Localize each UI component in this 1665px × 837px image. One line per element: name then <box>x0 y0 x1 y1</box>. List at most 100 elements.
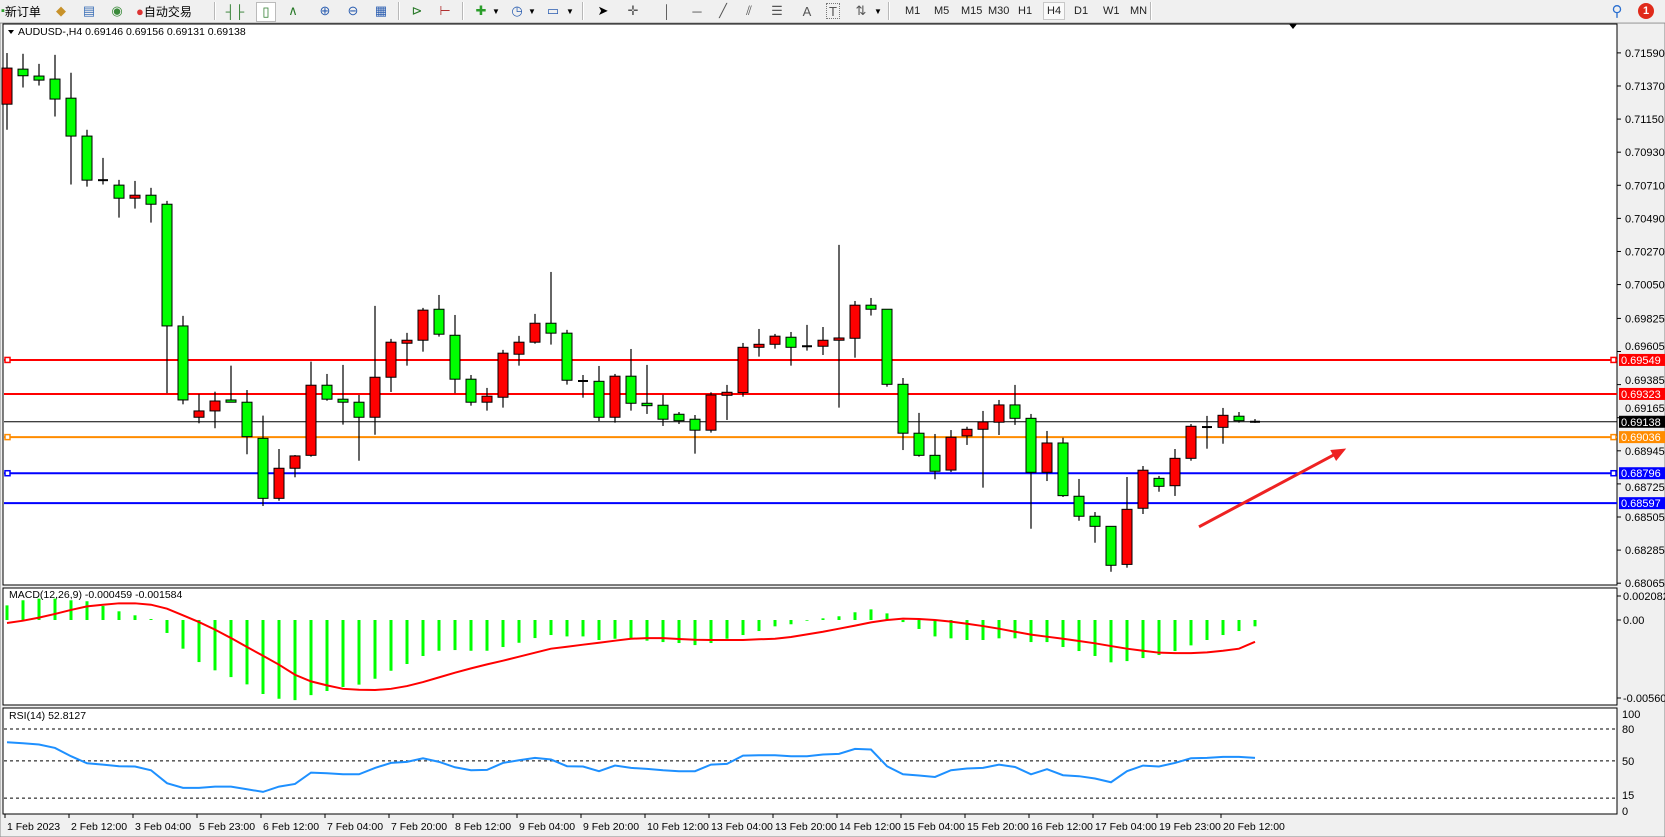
candle-bearish <box>17 68 29 77</box>
line-handle[interactable] <box>4 356 11 364</box>
new-order-label: 新订单 <box>4 4 41 19</box>
time-axis-label: 10 Feb 12:00 <box>647 821 709 833</box>
candle-bearish <box>113 184 125 199</box>
line-handle[interactable] <box>1610 356 1617 364</box>
crosshair-icon[interactable]: ✛ <box>627 3 639 18</box>
macd-panel[interactable] <box>2 587 1618 706</box>
arrow-annotation[interactable] <box>1198 451 1339 529</box>
candlestick-icon[interactable]: ▯ <box>256 2 276 22</box>
periods-icon[interactable]: ◷ <box>511 3 523 18</box>
timeframe-d1[interactable]: D1 <box>1074 5 1089 17</box>
periods-dropdown[interactable]: ▼ <box>528 6 536 16</box>
zoom-out-icon[interactable]: ⊖ <box>347 3 359 18</box>
templates-icon[interactable]: ▭ <box>546 3 560 18</box>
line-handle[interactable] <box>1610 433 1617 441</box>
indicators-dropdown[interactable]: ▼ <box>492 6 500 16</box>
collapse-triangle-icon[interactable] <box>8 30 14 34</box>
price-axis-label: 0.70270 <box>1625 246 1665 258</box>
metaeditor-icon[interactable]: ◆ <box>56 3 66 18</box>
line-handle[interactable] <box>1610 469 1617 477</box>
text-label-icon[interactable]: T <box>826 3 840 19</box>
rsi-axis-label: 15 <box>1622 790 1634 802</box>
candle-bullish <box>849 304 861 339</box>
price-tag <box>1619 431 1665 444</box>
indicators-icon[interactable]: ✚ <box>475 3 487 18</box>
horizontal-line-icon[interactable]: ─ <box>692 3 702 19</box>
rsi-label: RSI(14) 52.8127 <box>9 710 86 722</box>
candle-bearish <box>1153 477 1165 487</box>
candle-bullish <box>305 384 317 456</box>
macd-axis-label: 0.002082 <box>1623 591 1665 603</box>
auto-trading-button[interactable]: ● 自动交易 <box>136 2 192 20</box>
candle-bearish <box>913 432 925 456</box>
timeframe-m5[interactable]: M5 <box>934 5 950 17</box>
candle-bearish <box>145 194 157 205</box>
templates-dropdown[interactable]: ▼ <box>566 6 574 16</box>
timeframe-m1[interactable]: M1 <box>905 5 921 17</box>
new-order-button[interactable]: ▪ 新订单 <box>1 2 41 20</box>
navigator-icon[interactable]: ▤ <box>82 3 96 18</box>
line-handle[interactable] <box>4 469 11 477</box>
arrows-dropdown[interactable]: ▼ <box>874 6 882 16</box>
rsi-axis-label: 100 <box>1622 709 1640 721</box>
price-axis-label: 0.70930 <box>1625 147 1665 159</box>
price-axis-label: 0.68065 <box>1625 578 1665 590</box>
trendline-icon[interactable]: ╱ <box>719 3 727 18</box>
price-tag-label: 0.69036 <box>1621 432 1661 444</box>
candle-bearish <box>353 401 365 418</box>
candle-bearish <box>881 308 893 385</box>
search-icon[interactable]: ⚲ <box>1611 3 1623 20</box>
rsi-axis-label: 0 <box>1622 806 1628 818</box>
rsi-axis-label: 80 <box>1622 724 1634 736</box>
auto-scroll-icon[interactable]: ⊳ <box>411 3 423 18</box>
candle-bullish <box>385 341 397 378</box>
timeframe-mn[interactable]: MN <box>1130 5 1148 17</box>
candle-bearish <box>561 332 573 381</box>
candle-bearish <box>545 322 557 334</box>
time-axis-label: 8 Feb 12:00 <box>455 821 511 833</box>
tile-windows-icon[interactable]: ▦ <box>374 3 388 18</box>
notification-button[interactable]: 1 <box>1638 2 1654 20</box>
line-chart-icon[interactable]: ∧ <box>288 3 298 18</box>
candle-bearish <box>65 97 77 137</box>
candle-bearish <box>241 401 253 438</box>
new-order-icon: ▪ <box>1 5 5 17</box>
price-tag <box>1619 353 1665 366</box>
cursor-icon[interactable]: ➤ <box>597 3 609 18</box>
chart-window[interactable]: 0.71590 0.71370 0.71150 0.70930 0.70710 0.704… <box>0 23 1665 837</box>
timeframe-m15[interactable]: M15 <box>961 5 983 17</box>
vertical-line-icon[interactable]: │ <box>662 3 672 19</box>
timeframe-w1[interactable]: W1 <box>1103 5 1120 17</box>
arrows-icon[interactable]: ⇅ <box>855 3 867 18</box>
candle-bearish <box>161 203 173 327</box>
candle-bearish <box>657 404 669 420</box>
timeframe-h1[interactable]: H1 <box>1018 5 1033 17</box>
candle-bullish <box>609 375 621 418</box>
candle-bearish <box>897 383 909 434</box>
price-axis-label: 0.70710 <box>1625 180 1665 192</box>
price-axis-label: 0.71590 <box>1625 48 1665 60</box>
main-price-panel[interactable] <box>2 23 1618 586</box>
text-icon[interactable]: A <box>802 3 812 19</box>
price-axis-label: 0.69165 <box>1625 403 1665 415</box>
chart-shift-icon[interactable]: ⊢ <box>439 3 451 18</box>
zoom-in-icon[interactable]: ⊕ <box>319 3 331 18</box>
candle-bullish <box>497 352 509 398</box>
chart-shift-marker-icon[interactable] <box>1289 24 1297 29</box>
candle-bearish <box>625 375 637 404</box>
signals-icon[interactable]: ◉ <box>111 3 123 18</box>
rsi-line <box>6 741 1256 793</box>
equidistant-channel-icon[interactable]: ⫽ <box>746 3 752 18</box>
time-axis-label: 19 Feb 23:00 <box>1159 821 1221 833</box>
candle-bullish <box>1185 425 1197 459</box>
price-tag-label: 0.69323 <box>1621 389 1661 401</box>
price-tag <box>1619 387 1665 400</box>
fibonacci-icon[interactable]: ☰ <box>771 3 783 18</box>
candle-bearish <box>1073 495 1085 517</box>
timeframe-h4[interactable]: H4 <box>1043 2 1066 20</box>
time-axis-label: 17 Feb 04:00 <box>1095 821 1157 833</box>
bar-chart-icon[interactable]: ┤├ <box>225 3 245 19</box>
timeframe-m30[interactable]: M30 <box>988 5 1010 17</box>
price-tag <box>1619 467 1665 480</box>
line-handle[interactable] <box>4 433 11 441</box>
